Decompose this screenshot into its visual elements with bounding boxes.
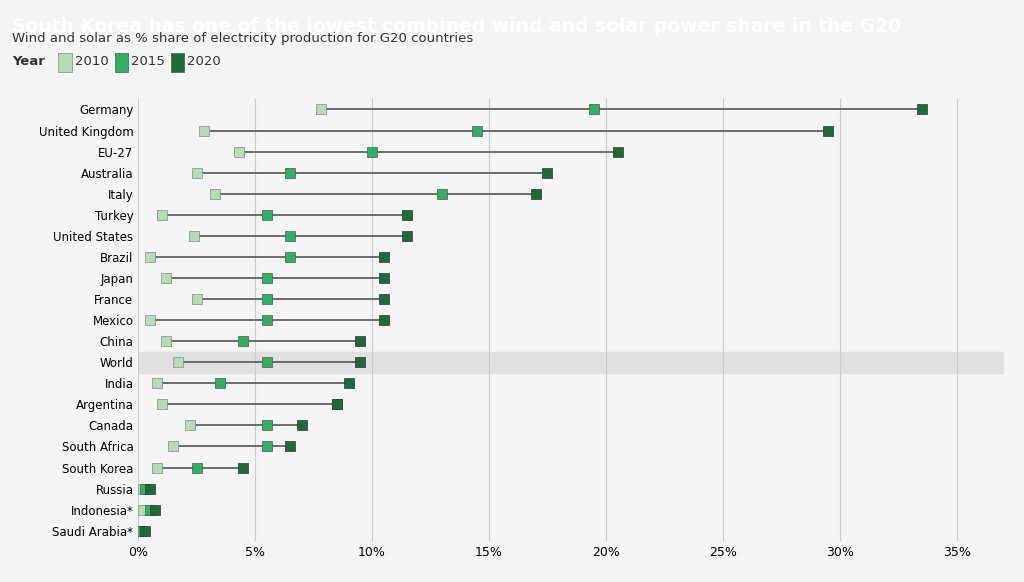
Text: 2015: 2015 bbox=[131, 55, 165, 68]
Text: Year: Year bbox=[12, 55, 45, 68]
Text: South Korea has one of the lowest combined wind and solar power share in the G20: South Korea has one of the lowest combin… bbox=[12, 17, 901, 36]
Text: Wind and solar as % share of electricity production for G20 countries: Wind and solar as % share of electricity… bbox=[12, 32, 473, 45]
Bar bbox=[138, 352, 1004, 372]
Text: 2020: 2020 bbox=[187, 55, 221, 68]
Text: 2010: 2010 bbox=[75, 55, 109, 68]
